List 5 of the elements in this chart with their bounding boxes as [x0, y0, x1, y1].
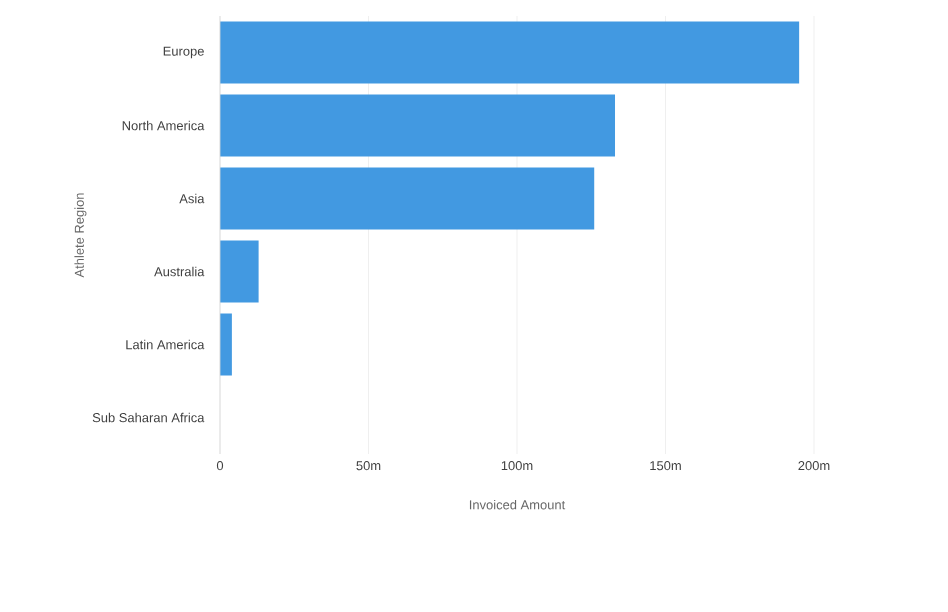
bar	[220, 167, 595, 230]
bar	[220, 313, 232, 376]
bar	[220, 21, 800, 84]
bar	[220, 94, 616, 157]
bar	[220, 240, 259, 303]
